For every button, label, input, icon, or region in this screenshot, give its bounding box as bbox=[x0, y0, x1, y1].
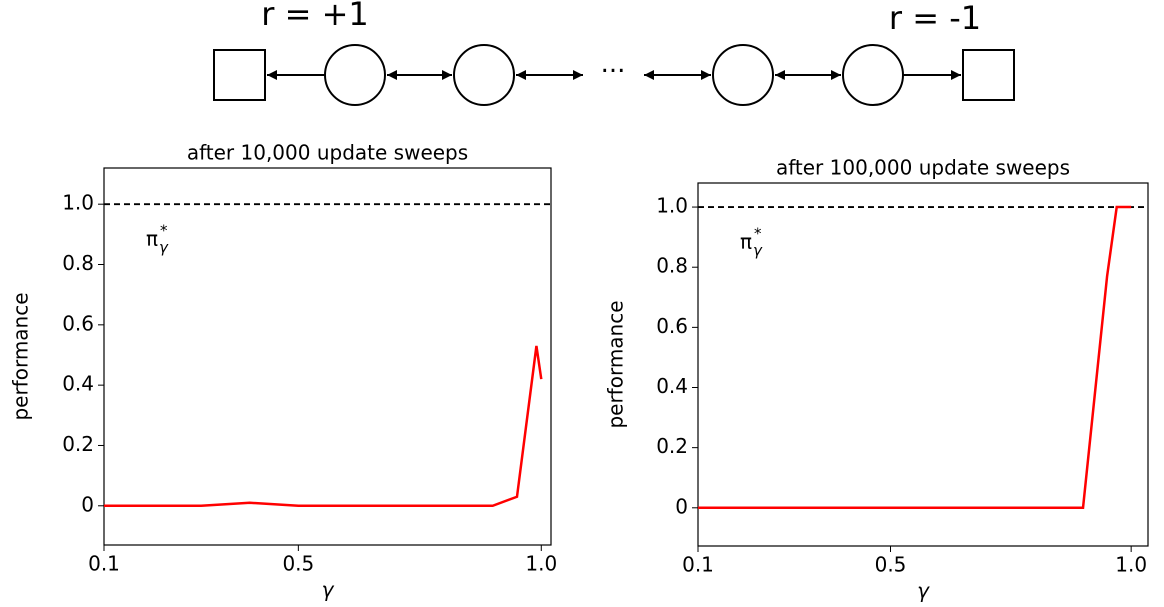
x-tick-label: 0.1 bbox=[682, 553, 714, 577]
x-tick-label: 0.5 bbox=[282, 552, 314, 576]
y-axis-label: performance bbox=[9, 292, 33, 420]
annotation-base: π bbox=[146, 227, 158, 251]
x-tick-label: 0.5 bbox=[875, 553, 907, 577]
y-tick-label: 0.6 bbox=[656, 314, 688, 338]
y-tick-label: 0.8 bbox=[656, 254, 688, 278]
y-tick-label: 0.6 bbox=[62, 311, 94, 335]
y-tick-label: 0.8 bbox=[62, 251, 94, 275]
data-line bbox=[104, 345, 543, 508]
annotation-base: π bbox=[740, 230, 752, 254]
state bbox=[712, 44, 774, 106]
y-tick-label: 0.4 bbox=[62, 372, 94, 396]
right-reward: r = -1 bbox=[889, 0, 981, 37]
left-terminal bbox=[213, 49, 266, 101]
chart-title: after 100,000 update sweeps bbox=[776, 156, 1070, 180]
left-reward: r = +1 bbox=[261, 0, 368, 33]
annotation-sub: γ bbox=[753, 242, 763, 260]
chain-diagram: r = +1 r = -1 ··· bbox=[213, 0, 1015, 106]
x-tick-label: 1.0 bbox=[525, 552, 557, 576]
y-tick-label: 0.4 bbox=[656, 374, 688, 398]
y-tick-label: 0 bbox=[81, 492, 94, 516]
annotation-sup: * bbox=[754, 225, 762, 243]
x-tick-label: 1.0 bbox=[1115, 553, 1147, 577]
y-tick-label: 0.2 bbox=[62, 432, 94, 456]
right-terminal bbox=[962, 49, 1015, 101]
state bbox=[324, 44, 386, 106]
annotation-sup: * bbox=[160, 222, 168, 240]
chart-title: after 10,000 update sweeps bbox=[187, 141, 468, 165]
axes-frame bbox=[103, 167, 552, 546]
y-tick-label: 1.0 bbox=[656, 194, 688, 218]
y-tick-label: 0.2 bbox=[656, 434, 688, 458]
annotation-sub: γ bbox=[159, 239, 169, 257]
state bbox=[842, 44, 904, 106]
state bbox=[453, 44, 515, 106]
x-tick-label: 0.1 bbox=[88, 552, 120, 576]
ellipsis: ··· bbox=[601, 57, 626, 87]
y-axis-label: performance bbox=[604, 300, 628, 428]
axes-frame bbox=[697, 182, 1149, 547]
x-axis-label: γ bbox=[322, 578, 335, 602]
x-axis-label: γ bbox=[917, 579, 930, 603]
y-tick-label: 0 bbox=[675, 494, 688, 518]
y-tick-label: 1.0 bbox=[62, 191, 94, 215]
data-line bbox=[698, 205, 1132, 510]
